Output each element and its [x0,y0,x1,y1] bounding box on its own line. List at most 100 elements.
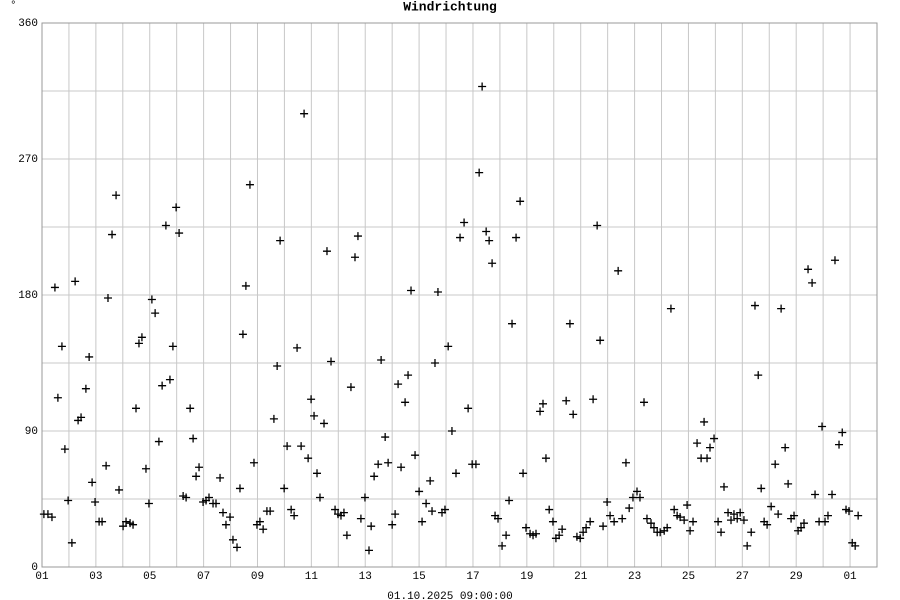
point [502,531,511,540]
point [151,309,160,318]
point [374,460,383,469]
point [315,493,324,502]
point [642,514,651,523]
point [81,384,90,393]
point [541,454,550,463]
point [428,507,437,516]
point [241,281,250,290]
point [680,516,689,525]
point [132,404,141,413]
y-tick-label: 360 [18,18,38,30]
point [353,232,362,241]
point [706,443,714,452]
x-tick-label: 21 [574,571,588,583]
point [610,517,619,526]
x-tick-label: 09 [251,571,264,583]
point [47,513,56,522]
point [266,507,275,516]
point [280,484,289,493]
point [447,427,456,435]
point [471,460,480,469]
point [384,458,393,467]
point [599,522,608,531]
point [433,287,442,296]
point [407,286,416,295]
x-tick-label: 15 [412,571,425,583]
point [686,526,695,535]
point [255,517,264,526]
point [494,514,503,523]
point [703,454,712,463]
point [212,499,221,508]
point [754,371,763,380]
point [43,510,52,519]
point [633,487,642,496]
point [663,523,672,532]
point [750,301,759,310]
point [727,516,736,525]
point [115,485,124,494]
point [189,434,198,443]
point [304,454,313,463]
point [539,399,547,408]
point [531,529,540,538]
point [411,451,420,460]
point [108,230,117,239]
point [154,437,163,446]
point [647,519,656,528]
point [364,546,373,555]
point [158,381,167,390]
plot-frame [41,22,878,568]
point [596,336,605,345]
x-tick-label: 17 [466,571,479,583]
point [67,538,76,547]
point [219,508,228,517]
point [60,445,69,454]
point [464,404,473,413]
point [418,517,427,526]
point [676,513,685,522]
y-tick-label: 90 [25,426,38,438]
point [440,505,449,514]
point [818,422,827,431]
y-tick-label: 180 [18,290,38,302]
point [710,434,719,443]
x-axis-label: 01.10.2025 09:00:00 [387,591,512,600]
point [50,283,59,292]
point [771,460,780,469]
point [112,191,121,200]
point [621,458,630,467]
point [656,528,665,537]
point [729,510,738,519]
y-axis-label: ° [10,0,17,12]
point [720,482,729,491]
point [774,510,783,519]
point [736,508,745,517]
point [576,534,585,543]
point [579,528,588,537]
point [555,531,564,540]
point [562,396,571,405]
point [313,469,322,478]
point [519,469,528,478]
point [614,266,623,275]
point [797,523,806,532]
point [717,528,726,537]
point [498,541,507,550]
y-tick-label: 0 [31,562,38,574]
point [195,463,204,472]
point [320,419,329,428]
point [558,525,567,534]
point [401,398,410,407]
point [245,180,254,189]
x-tick-label: 11 [305,571,319,583]
point [838,428,847,437]
point [724,508,733,517]
point [216,473,225,482]
x-tick-label: 25 [682,571,695,583]
point [233,543,242,552]
x-tick-label: 27 [736,571,749,583]
point [360,493,369,502]
point [346,383,355,392]
